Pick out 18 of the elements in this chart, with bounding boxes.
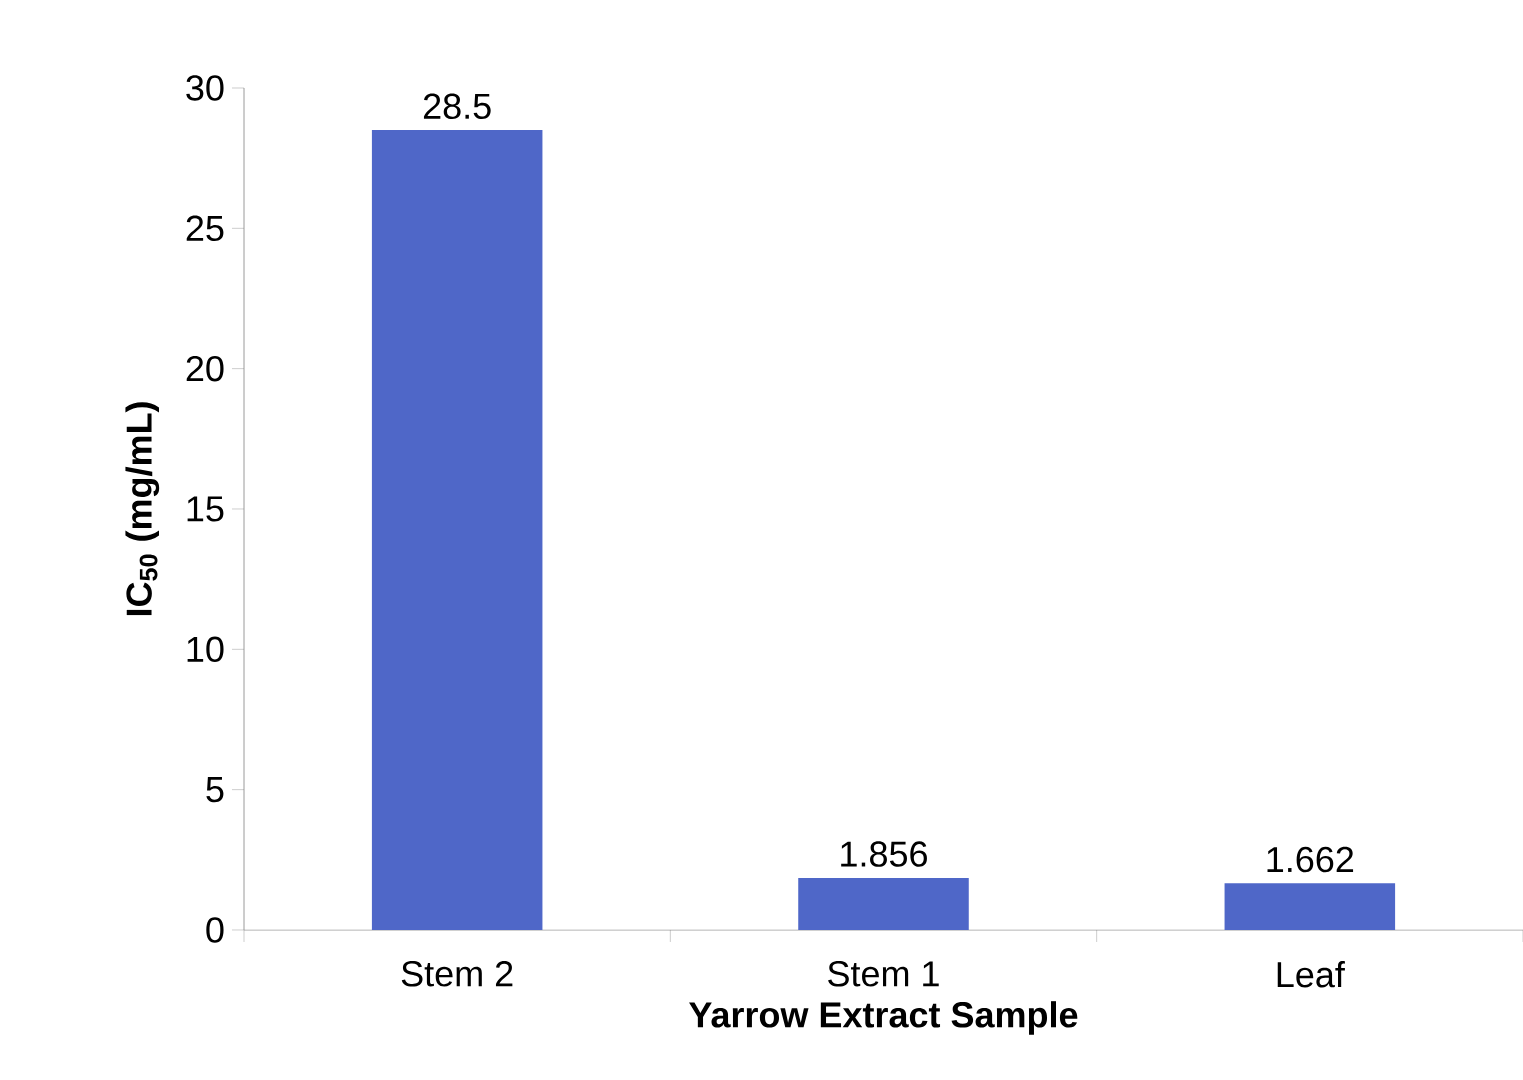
data-label: 1.856 (841, 841, 927, 867)
y-tick-label: 15 (187, 496, 224, 522)
bar (371, 130, 543, 930)
x-tick-label: Stem 2 (401, 961, 513, 987)
y-tick-label: 25 (186, 215, 224, 242)
y-tick-label: 10 (187, 636, 224, 663)
y-axis-title: IC$_{50}$ (mg/mL) (125, 402, 160, 616)
bar (1224, 883, 1396, 930)
x-tick-label: Leaf (1277, 961, 1345, 988)
x-axis-title: Yarrow Extract Sample (689, 1001, 1078, 1035)
data-label: 1.662 (1267, 846, 1354, 873)
data-label: 28.5 (423, 93, 491, 120)
y-tick-label: 0 (206, 917, 224, 943)
y-tick-label: 30 (186, 75, 224, 101)
x-tick-label: Stem 1 (828, 961, 939, 987)
bar (798, 877, 969, 930)
y-tick-label: 5 (206, 777, 224, 803)
y-tick-label: 20 (186, 355, 224, 382)
